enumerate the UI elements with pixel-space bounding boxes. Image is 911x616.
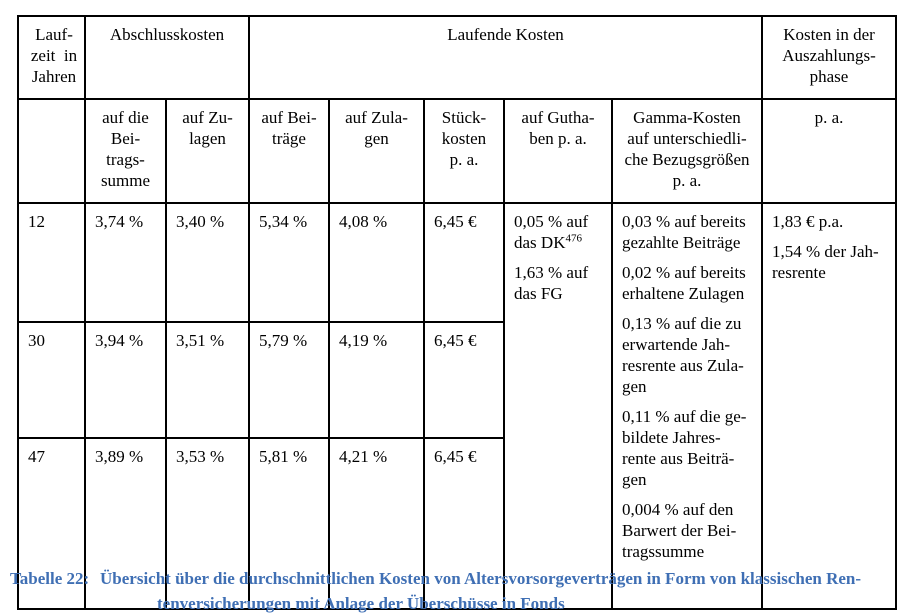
subheader-pa: p. a. bbox=[761, 98, 897, 204]
guthaben-para-2: 1,63 % auf das FG bbox=[514, 263, 589, 303]
gamma-item: 0,004 % auf den Barwert der Bei- tragssu… bbox=[622, 500, 737, 561]
cell-abschluss-zulagen: 3,51 % bbox=[165, 321, 250, 439]
subheader-zulagen-abschluss: auf Zu- lagen bbox=[165, 98, 250, 204]
cost-table: Lauf- zeit in Jahren Abschlusskosten Lau… bbox=[17, 15, 897, 610]
gamma-item: 0,11 % auf die ge- bildete Jahres- rente… bbox=[622, 407, 747, 489]
header-row-2: auf die Bei- trags- summe auf Zu- lagen … bbox=[17, 98, 897, 204]
subheader-zulagen-laufend: auf Zula- gen bbox=[328, 98, 425, 204]
cell-gamma-kosten: 0,03 % auf bereits gezahlte Beiträge 0,0… bbox=[611, 202, 763, 610]
cell-laufend-beitraege: 5,79 % bbox=[248, 321, 330, 439]
cell-guthaben: 0,05 % auf das DK476 1,63 % auf das FG bbox=[503, 202, 613, 610]
subheader-gamma-kosten: Gamma-Kosten auf unterschiedli- che Bezu… bbox=[611, 98, 763, 204]
guthaben-para-1: 0,05 % auf das DK476 bbox=[514, 212, 589, 252]
cell-laufend-zulagen: 4,08 % bbox=[328, 202, 425, 323]
cell-laufend-zulagen: 4,21 % bbox=[328, 437, 425, 610]
cell-abschluss-beitragssumme: 3,94 % bbox=[84, 321, 167, 439]
subheader-stueckkosten: Stück- kosten p. a. bbox=[423, 98, 505, 204]
cell-auszahlungsphase: 1,83 € p.a. 1,54 % der Jah- resrente bbox=[761, 202, 897, 610]
footnote-ref: 476 bbox=[565, 232, 582, 245]
header-abschlusskosten: Abschlusskosten bbox=[84, 15, 250, 100]
cell-abschluss-zulagen: 3,40 % bbox=[165, 202, 250, 323]
cell-stueckkosten: 6,45 € bbox=[423, 202, 505, 323]
header-auszahlungsphase: Kosten in der Auszahlungs- phase bbox=[761, 15, 897, 100]
data-row-47: 47 3,89 % 3,53 % 5,81 % 4,21 % 6,45 € bbox=[17, 437, 896, 610]
caption-line-2: tenversicherungen mit Anlage der Übersch… bbox=[157, 594, 565, 613]
cell-laufzeit: 30 bbox=[17, 321, 86, 439]
caption-text: Übersicht über die durchschnittlichen Ko… bbox=[100, 569, 862, 588]
gamma-item: 0,13 % auf die zu erwartende Jah- resren… bbox=[622, 314, 744, 396]
header-row-1: Lauf- zeit in Jahren Abschlusskosten Lau… bbox=[17, 15, 897, 100]
cell-laufend-zulagen: 4,19 % bbox=[328, 321, 425, 439]
caption-label: Tabelle 22: bbox=[10, 569, 90, 588]
header-laufzeit: Lauf- zeit in Jahren bbox=[17, 15, 86, 100]
cell-abschluss-beitragssumme: 3,74 % bbox=[84, 202, 167, 323]
auszahlung-item: 1,83 € p.a. bbox=[772, 212, 844, 231]
gamma-item: 0,02 % auf bereits erhaltene Zulagen bbox=[622, 263, 746, 303]
subheader-guthaben: auf Gutha- ben p. a. bbox=[503, 98, 613, 204]
subheader-beitragssumme: auf die Bei- trags- summe bbox=[84, 98, 167, 204]
cell-laufend-beitraege: 5,34 % bbox=[248, 202, 330, 323]
cell-laufend-beitraege: 5,81 % bbox=[248, 437, 330, 610]
header-laufende-kosten: Laufende Kosten bbox=[248, 15, 763, 100]
data-row-12: 12 3,74 % 3,40 % 5,34 % 4,08 % 6,45 € 0,… bbox=[17, 202, 897, 610]
cell-abschluss-beitragssumme: 3,89 % bbox=[84, 437, 167, 610]
cell-stueckkosten: 6,45 € bbox=[423, 437, 505, 610]
cell-laufzeit: 47 bbox=[17, 437, 86, 610]
cell-stueckkosten: 6,45 € bbox=[423, 321, 505, 439]
subheader-beitraege: auf Bei- träge bbox=[248, 98, 330, 204]
caption-line-1: Tabelle 22: Übersicht über die durchschni… bbox=[10, 566, 861, 591]
auszahlung-item: 1,54 % der Jah- resrente bbox=[772, 242, 879, 282]
cell-laufzeit: 12 bbox=[17, 202, 86, 323]
gamma-item: 0,03 % auf bereits gezahlte Beiträge bbox=[622, 212, 746, 252]
cell-abschluss-zulagen: 3,53 % bbox=[165, 437, 250, 610]
table-caption: Tabelle 22: Übersicht über die durchschni… bbox=[10, 566, 861, 616]
subheader-empty bbox=[17, 98, 86, 204]
data-row-30: 30 3,94 % 3,51 % 5,79 % 4,19 % 6,45 € bbox=[17, 321, 896, 439]
